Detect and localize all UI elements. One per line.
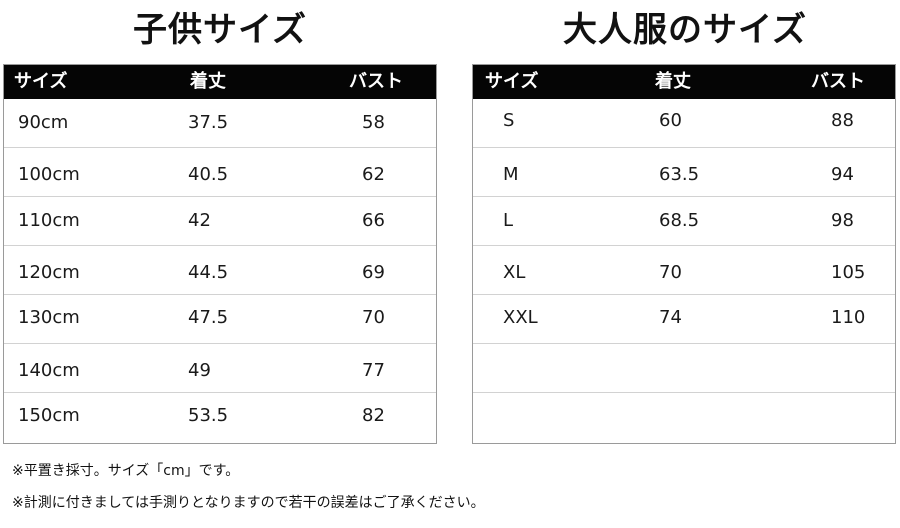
cell-size: XXL — [503, 307, 538, 328]
cell-bust: 82 — [362, 405, 385, 426]
kids-table-header: サイズ 着丈 バスト — [4, 65, 436, 99]
cell-size: M — [503, 164, 519, 185]
table-row: 140cm 49 77 — [4, 344, 436, 393]
table-row: 90cm 37.5 58 — [4, 99, 436, 148]
table-row: 120cm 44.5 69 — [4, 246, 436, 295]
table-row — [473, 344, 895, 393]
table-row: S 60 88 — [473, 99, 895, 148]
cell-bust: 69 — [362, 262, 385, 283]
cell-bust: 98 — [831, 210, 854, 231]
table-row: 150cm 53.5 82 — [4, 393, 436, 448]
cell-size: S — [503, 110, 515, 131]
cell-bust: 77 — [362, 360, 385, 381]
adult-size-title: 大人服のサイズ — [563, 10, 807, 50]
cell-bust: 88 — [831, 110, 854, 131]
cell-length: 68.5 — [659, 210, 700, 231]
cell-size: 130cm — [18, 307, 80, 328]
cell-length: 53.5 — [188, 405, 229, 426]
cell-length: 74 — [659, 307, 682, 328]
table-row: L 68.5 98 — [473, 197, 895, 246]
adult-table-header: サイズ 着丈 バスト — [473, 65, 895, 99]
cell-size: XL — [503, 262, 526, 283]
cell-length: 60 — [659, 110, 682, 131]
cell-size: 110cm — [18, 210, 80, 231]
header-length: 着丈 — [655, 71, 691, 92]
cell-bust: 110 — [831, 307, 866, 328]
header-bust: バスト — [349, 71, 403, 92]
cell-bust: 62 — [362, 164, 385, 185]
table-row — [473, 393, 895, 448]
table-row: XXL 74 110 — [473, 295, 895, 344]
cell-size: 120cm — [18, 262, 80, 283]
cell-size: 140cm — [18, 360, 80, 381]
cell-bust: 58 — [362, 112, 385, 133]
kids-size-table: サイズ 着丈 バスト 90cm 37.5 58 100cm 40.5 62 110cm 42 6… — [3, 64, 437, 444]
cell-size: 150cm — [18, 405, 80, 426]
kids-size-title: 子供サイズ — [133, 10, 307, 50]
header-size: サイズ — [485, 71, 539, 92]
note-measurement-error: ※計測に付きましては手測りとなりますので若干の誤差はご了承ください。 — [12, 495, 485, 511]
cell-bust: 94 — [831, 164, 854, 185]
cell-length: 47.5 — [188, 307, 229, 328]
table-row: XL 70 105 — [473, 246, 895, 295]
table-row: 110cm 42 66 — [4, 197, 436, 246]
table-row: 130cm 47.5 70 — [4, 295, 436, 344]
cell-length: 37.5 — [188, 112, 229, 133]
cell-length: 70 — [659, 262, 682, 283]
cell-length: 49 — [188, 360, 211, 381]
header-bust: バスト — [811, 71, 865, 92]
cell-bust: 70 — [362, 307, 385, 328]
header-length: 着丈 — [190, 71, 226, 92]
cell-size: 90cm — [18, 112, 69, 133]
cell-length: 44.5 — [188, 262, 229, 283]
cell-bust: 105 — [831, 262, 866, 283]
cell-length: 63.5 — [659, 164, 700, 185]
header-size: サイズ — [14, 71, 68, 92]
adult-size-table: サイズ 着丈 バスト S 60 88 M 63.5 94 L 68.5 98 XL 70 105 XXL… — [472, 64, 896, 444]
cell-size: 100cm — [18, 164, 80, 185]
cell-size: L — [503, 210, 514, 231]
table-row: 100cm 40.5 62 — [4, 148, 436, 197]
note-measurement-method: ※平置き採寸。サイズ「cm」です。 — [12, 463, 240, 479]
cell-length: 42 — [188, 210, 211, 231]
cell-bust: 66 — [362, 210, 385, 231]
table-row: M 63.5 94 — [473, 148, 895, 197]
cell-length: 40.5 — [188, 164, 229, 185]
